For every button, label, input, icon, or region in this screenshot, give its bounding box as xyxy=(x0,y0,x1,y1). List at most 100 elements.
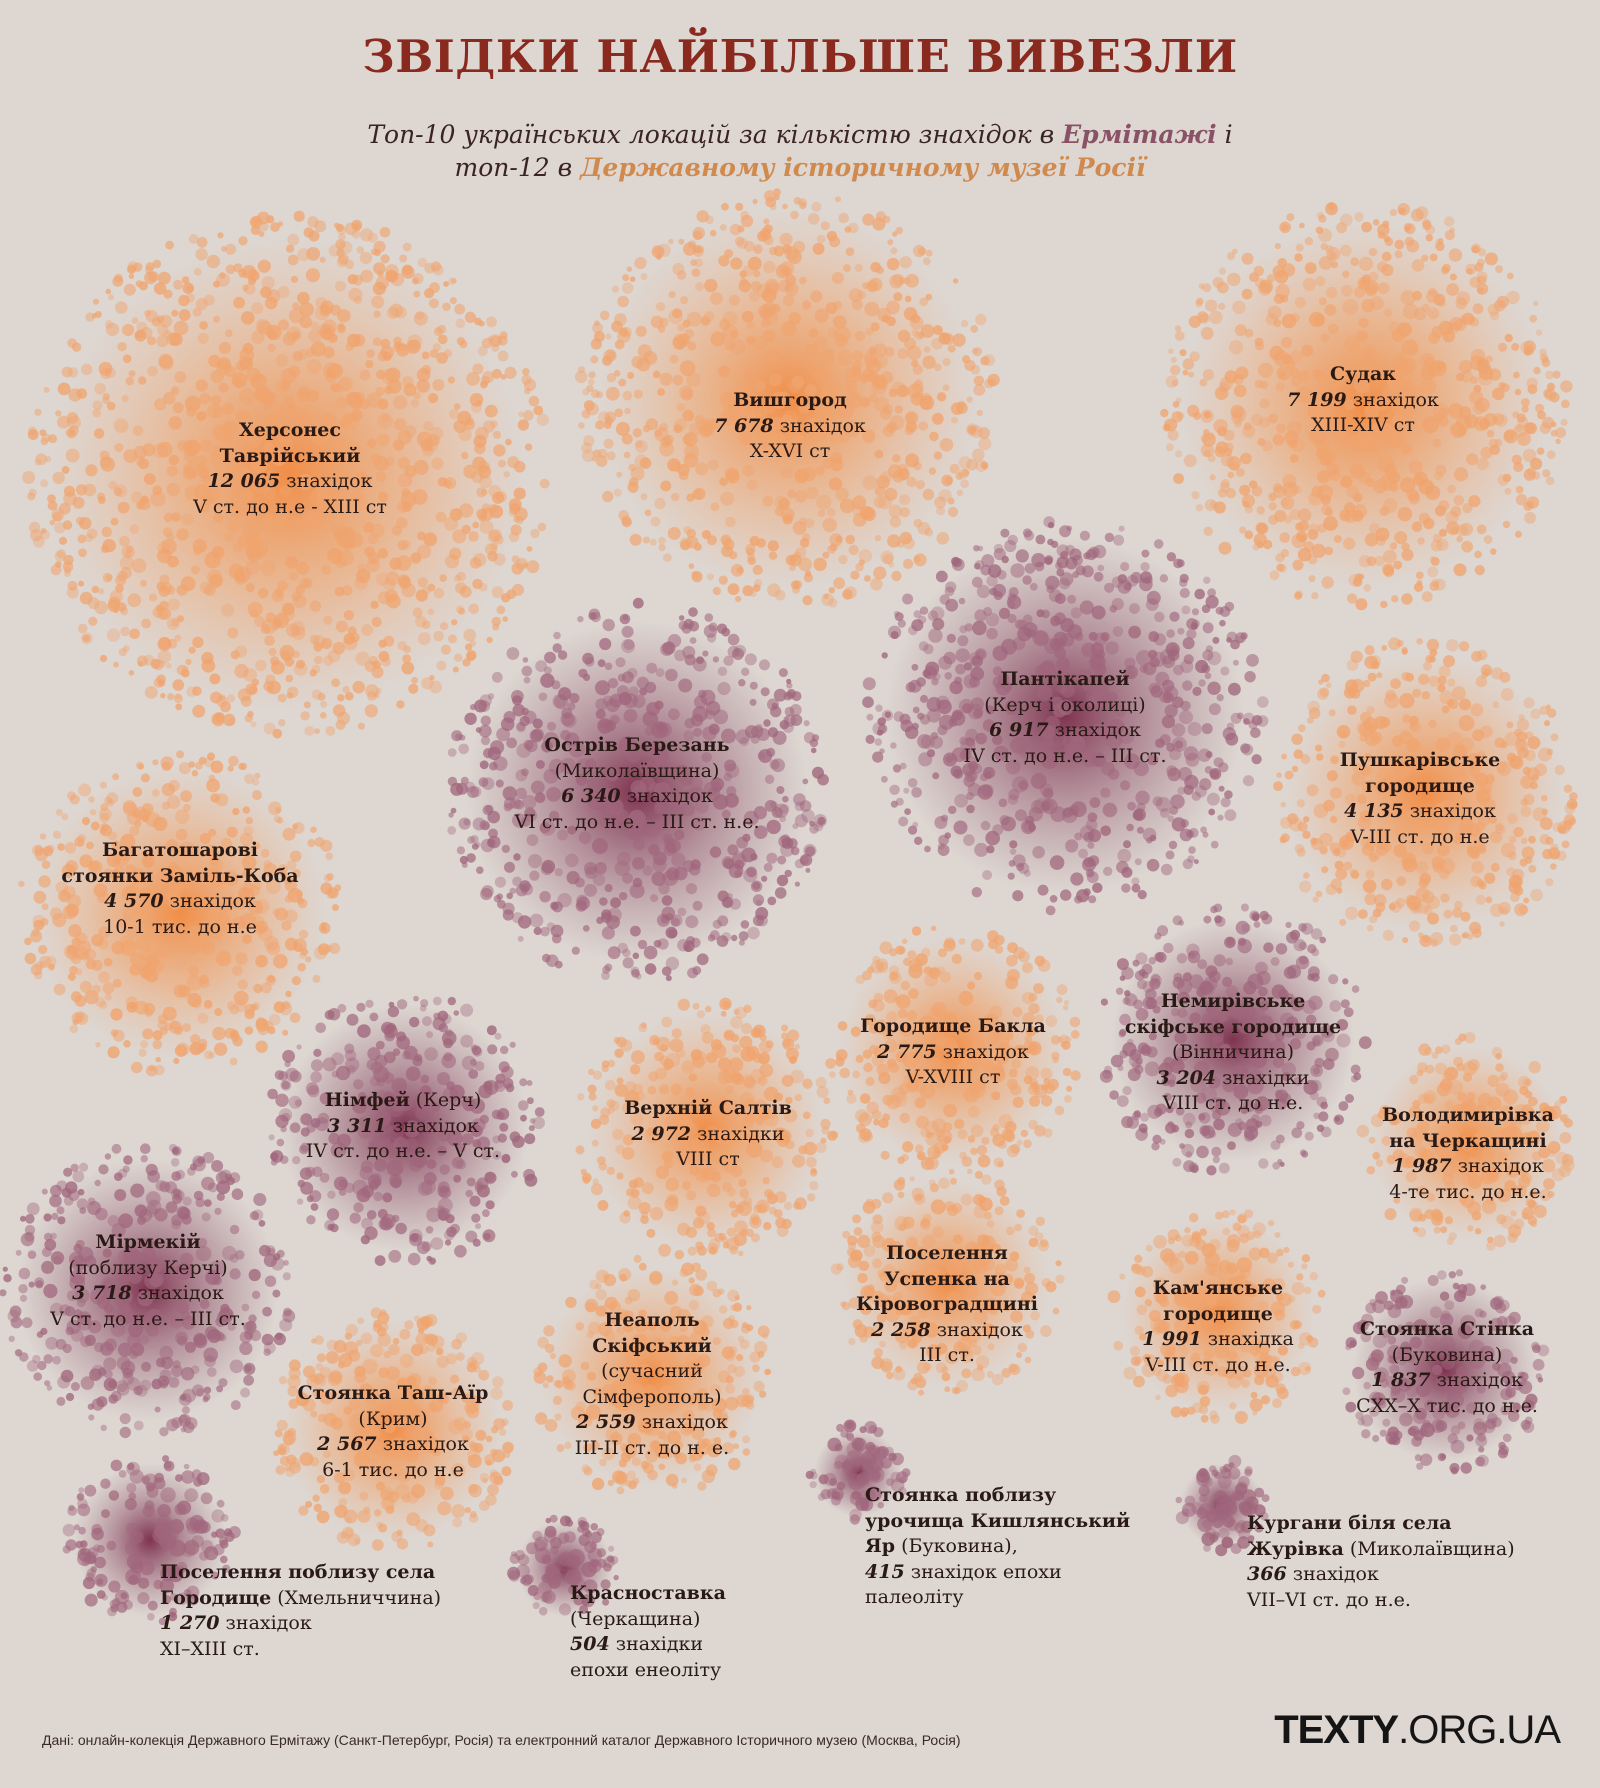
label-name-volodymyrivka: Володимирівка xyxy=(1382,1104,1554,1126)
bubble-dots-sudak xyxy=(1160,202,1573,611)
label-name-stinka: Стоянка Стінка xyxy=(1359,1318,1535,1340)
subtitle-line1-post: і xyxy=(1216,120,1233,149)
label-note-stinka: (Буковина) xyxy=(1391,1343,1503,1366)
bubble-pushkarivske xyxy=(1273,637,1578,948)
label-saltiv: Верхній Салтів 2 972 знахідки VIII ст xyxy=(624,1096,792,1173)
label-period-neapol: III-II ст. до н. е. xyxy=(574,1436,730,1459)
label-period-zamil_koba: 10-1 тис. до н.е xyxy=(103,915,257,938)
bubble-neapol xyxy=(533,1254,772,1495)
bubble-pantikapei xyxy=(862,516,1269,916)
bubble-nimfei xyxy=(267,995,545,1266)
label-period-kyshliansky: палеоліту xyxy=(865,1586,964,1608)
label-name-kyshliansky: урочища Кишлянський xyxy=(865,1509,1131,1532)
label-name-horodyshche: Поселення поблизу села xyxy=(160,1561,436,1583)
bubble-dots-volodymyrivka xyxy=(1356,1032,1575,1251)
label-name-vyshhorod: Вишгород xyxy=(733,389,847,411)
subtitle: Топ-10 українських локацій за кількістю … xyxy=(0,118,1600,184)
logo-rest: .ORG.UA xyxy=(1398,1708,1561,1752)
bubble-krasnostavka xyxy=(507,1514,619,1617)
label-name-uspenka: Успенка на xyxy=(884,1267,1010,1290)
label-period-vyshhorod: X-XVI ст xyxy=(749,440,831,462)
bubble-dots-bakla xyxy=(825,925,1081,1175)
label-period-volodymyrivka: 4-те тис. до н.е. xyxy=(1389,1180,1547,1203)
label-count-zhurivka: 366 знахідок xyxy=(1247,1563,1379,1585)
label-count-pantikapei: 6 917 знахідок xyxy=(989,719,1141,741)
bubble-vyshhorod xyxy=(574,188,1000,608)
label-pantikapei: Пантікапей (Керч і околиці) 6 917 знахідок… xyxy=(964,667,1167,769)
label-bakla: Городище Бакла 2 775 знахідок V-XVIII ст xyxy=(860,1014,1046,1091)
bubble-nemyriv xyxy=(1099,903,1372,1176)
subtitle-hermitage: Ермітажі xyxy=(1062,120,1217,149)
label-name-sudak: Судак xyxy=(1330,363,1396,385)
label-horodyshche: Поселення поблизу села Городище (Хмельнич… xyxy=(160,1560,441,1662)
label-name-khersones: Таврійський xyxy=(219,444,361,467)
label-count-vyshhorod: 7 678 знахідок xyxy=(714,414,866,437)
label-name-neapol: Неаполь xyxy=(604,1309,700,1331)
bubble-dots-pushkarivske xyxy=(1273,637,1578,948)
label-zamil_koba: Багатошарові стоянки Заміль-Коба 4 570 зна… xyxy=(61,838,298,940)
label-name-volodymyrivka: на Черкащині xyxy=(1389,1129,1547,1152)
label-period-bakla: V-XVIII ст xyxy=(905,1066,1001,1088)
label-name-pushkarivske: городище xyxy=(1365,774,1475,797)
label-note-tash_air: (Крим) xyxy=(358,1407,428,1430)
label-sudak: Судак 7 199 знахідок XIII-XIV ст xyxy=(1287,362,1439,439)
label-nimfei: Німфей (Керч) 3 311 знахідок IV ст. до н.е… xyxy=(306,1088,500,1165)
label-name-zamil_koba: стоянки Заміль-Коба xyxy=(61,864,299,887)
label-period-sudak: XIII-XIV ст xyxy=(1311,414,1415,436)
label-count-kyshliansky: 415 знахідок епохи xyxy=(865,1560,1062,1583)
label-count-pushkarivske: 4 135 знахідок xyxy=(1344,800,1496,822)
label-name-uspenka: Кіровоградщині xyxy=(855,1293,1039,1315)
label-period-uspenka: III ст. xyxy=(919,1344,975,1366)
label-count-saltiv: 2 972 знахідки xyxy=(631,1122,785,1145)
bubble-dots-saltiv xyxy=(575,997,839,1260)
bubble-glow-pushkarivske xyxy=(1286,654,1564,932)
bubble-khersones xyxy=(22,210,550,739)
bubble-kyshliansky xyxy=(805,1419,911,1525)
label-uspenka: Поселення Успенка на Кіровоградщині 2 258 з… xyxy=(856,1241,1038,1369)
label-krasnostavka: Красноставка (Черкащина) 504 знахідки епохи… xyxy=(570,1581,726,1683)
subtitle-line2-pre: топ-12 в xyxy=(454,153,581,182)
bubble-dots-uspenka xyxy=(830,1169,1065,1396)
label-period-zhurivka: VII–VI ст. до н.е. xyxy=(1247,1588,1411,1611)
label-period-stinka: СXX–X тис. до н.е. xyxy=(1356,1394,1538,1417)
label-vyshhorod: Вишгород 7 678 знахідок X-XVI ст xyxy=(714,388,866,465)
label-name-pantikapei: Пантікапей xyxy=(1000,668,1130,690)
label-name-tail-kyshliansky: Яр (Буковина), xyxy=(865,1535,1018,1557)
bubble-dots-tash_air xyxy=(273,1307,514,1551)
bubble-saltiv xyxy=(575,997,839,1260)
label-name-krasnostavka: Красноставка xyxy=(570,1582,726,1604)
label-kamianske: Кам'янське городище 1 991 знахідка V-III ст… xyxy=(1142,1276,1294,1378)
label-name-saltiv: Верхній Салтів xyxy=(624,1097,792,1119)
label-note-neapol: Сімферополь) xyxy=(582,1385,722,1408)
label-period-krasnostavka: епохи енеоліту xyxy=(570,1658,722,1681)
label-name-neapol: Скіфський xyxy=(592,1334,712,1357)
label-tash_air: Стоянка Таш-Аїр (Крим) 2 567 знахідок 6-1 т… xyxy=(298,1381,489,1483)
label-period-pushkarivske: V-III ст. до н.е xyxy=(1350,825,1490,848)
label-count-berezan: 6 340 знахідок xyxy=(561,785,713,807)
texty-logo[interactable]: TEXTY.ORG.UA xyxy=(1274,1708,1561,1753)
bubble-dots-khersones xyxy=(22,210,550,739)
bubble-dots-zamil_koba xyxy=(18,750,342,1077)
bubble-dots-stinka xyxy=(1342,1269,1550,1475)
bubble-kamianske xyxy=(1107,1209,1326,1424)
label-name-tash_air: Стоянка Таш-Аїр xyxy=(297,1382,489,1404)
label-count-horodyshche: 1 270 знахідок xyxy=(160,1612,312,1634)
bubble-glow-neapol xyxy=(543,1268,761,1486)
label-count-neapol: 2 559 знахідок xyxy=(576,1411,728,1433)
bubble-horodyshche xyxy=(62,1455,241,1626)
label-period-myrmekii: V ст. до н.е. – III ст. xyxy=(50,1307,246,1330)
label-name-zamil_koba: Багатошарові xyxy=(101,839,259,861)
label-myrmekii: Мірмекій (поблизу Керчі) 3 718 знахідок V с… xyxy=(50,1230,245,1332)
subtitle-line1-pre: Топ-10 українських локацій за кількістю … xyxy=(367,120,1063,149)
label-zhurivka: Кургани біля села Журівка (Миколаївщина) 3… xyxy=(1247,1511,1515,1613)
bubble-stinka xyxy=(1342,1269,1550,1475)
bubble-glow-nemyriv xyxy=(1111,918,1355,1162)
label-name-tail-zhurivka: Журівка (Миколаївщина) xyxy=(1247,1537,1515,1560)
bubble-berezan xyxy=(447,597,829,982)
label-neapol: Неаполь Скіфський (сучасний Сімферополь) 2 5… xyxy=(575,1308,729,1461)
label-period-berezan: VI ст. до н.е. – III ст. н.е. xyxy=(514,810,760,833)
label-name-nemyriv: Немирівське xyxy=(1160,990,1306,1012)
bubble-myrmekii xyxy=(0,1143,296,1439)
label-period-nimfei: IV ст. до н.е. – V ст. xyxy=(305,1140,501,1162)
